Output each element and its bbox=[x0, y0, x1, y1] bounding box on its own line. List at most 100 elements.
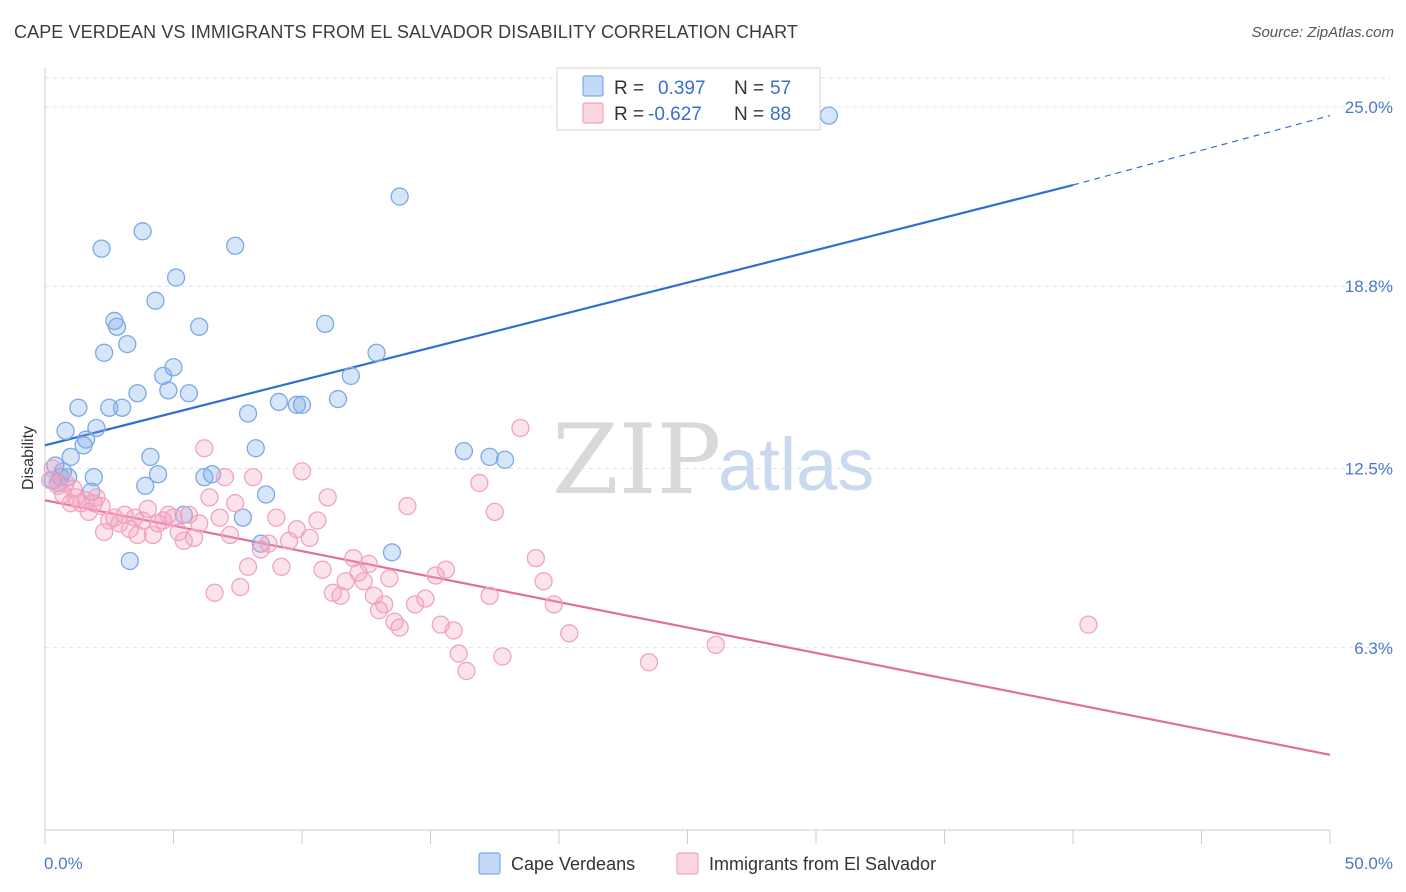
point-series-1-50 bbox=[292, 462, 312, 481]
x-tick-label-0: 0.0% bbox=[44, 854, 83, 873]
point-series-1-79 bbox=[485, 502, 504, 521]
chart-title: CAPE VERDEAN VS IMMIGRANTS FROM EL SALVA… bbox=[14, 22, 799, 42]
point-series-0-54 bbox=[495, 450, 515, 469]
watermark-atlas: atlas bbox=[718, 423, 874, 506]
legend-n-label-1: N = bbox=[734, 104, 764, 125]
point-series-1-14 bbox=[94, 522, 114, 542]
point-series-0-22 bbox=[128, 384, 147, 403]
trend-line-series-0 bbox=[44, 183, 1074, 447]
x-tick-label-1: 50.0% bbox=[1345, 854, 1393, 873]
y-tick-label-2: 18.8% bbox=[1345, 277, 1393, 296]
point-series-1-46 bbox=[267, 508, 286, 527]
point-series-1-61 bbox=[359, 554, 378, 574]
point-series-0-38 bbox=[233, 508, 253, 527]
point-series-0-24 bbox=[136, 476, 155, 495]
point-series-0-44 bbox=[287, 395, 307, 414]
point-series-0-45 bbox=[292, 395, 312, 414]
point-series-1-23 bbox=[138, 499, 157, 519]
point-series-1-42 bbox=[238, 557, 258, 576]
trend-lines bbox=[44, 115, 1331, 756]
point-series-1-40 bbox=[226, 494, 245, 513]
point-series-0-21 bbox=[120, 551, 139, 571]
point-series-0-30 bbox=[164, 358, 183, 377]
point-series-0-23 bbox=[133, 222, 152, 241]
legend-n-value-0: 57 bbox=[770, 78, 791, 99]
point-series-0-33 bbox=[179, 384, 199, 403]
point-series-1-81 bbox=[511, 418, 530, 438]
point-series-1-5 bbox=[61, 494, 80, 513]
point-series-1-34 bbox=[195, 439, 214, 458]
point-series-0-8 bbox=[69, 398, 88, 417]
point-series-0-29 bbox=[159, 381, 178, 400]
bottom-legend-label-el-salvador: Immigrants from El Salvador bbox=[709, 854, 936, 874]
point-series-1-27 bbox=[159, 505, 178, 524]
point-series-0-42 bbox=[256, 485, 276, 504]
point-series-1-33 bbox=[190, 514, 209, 533]
point-series-0-13 bbox=[87, 418, 106, 438]
axes bbox=[44, 68, 1331, 844]
point-series-0-52 bbox=[454, 441, 474, 461]
trend-extension-series-0 bbox=[1072, 115, 1331, 186]
point-series-1-69 bbox=[405, 595, 425, 614]
point-series-0-48 bbox=[341, 366, 360, 386]
point-series-0-31 bbox=[166, 268, 186, 287]
legend-r-value-0: 0.397 bbox=[658, 78, 706, 99]
point-series-1-70 bbox=[416, 589, 435, 608]
point-series-1-12 bbox=[87, 488, 106, 507]
point-series-1-54 bbox=[318, 488, 337, 507]
point-series-0-12 bbox=[84, 467, 103, 487]
point-series-0-47 bbox=[328, 389, 348, 409]
point-series-0-34 bbox=[190, 317, 209, 336]
point-series-1-88 bbox=[1079, 615, 1098, 634]
point-series-0-19 bbox=[112, 398, 132, 417]
point-series-1-22 bbox=[133, 511, 152, 530]
point-series-1-30 bbox=[174, 531, 193, 550]
point-series-0-15 bbox=[94, 343, 114, 362]
point-series-1-47 bbox=[272, 557, 291, 576]
point-series-1-83 bbox=[534, 572, 553, 591]
point-series-0-10 bbox=[76, 430, 96, 449]
point-series-1-1 bbox=[43, 459, 62, 478]
point-series-0-25 bbox=[141, 447, 160, 467]
bottom-legend-swatch-el-salvador bbox=[676, 852, 699, 875]
tick-labels: 6.3% 12.5% 18.8% 25.0% 0.0% 50.0% bbox=[44, 98, 1393, 873]
point-series-1-82 bbox=[526, 548, 546, 568]
point-series-1-45 bbox=[259, 534, 278, 553]
point-series-1-37 bbox=[210, 508, 229, 527]
point-series-1-43 bbox=[244, 467, 263, 487]
legend-box bbox=[556, 67, 821, 131]
point-series-1-76 bbox=[457, 661, 476, 681]
point-series-1-74 bbox=[444, 621, 463, 640]
point-series-0-50 bbox=[382, 543, 402, 562]
legend-r-value-1: -0.627 bbox=[648, 104, 702, 125]
legend-n-label-0: N = bbox=[734, 78, 764, 99]
point-series-1-57 bbox=[336, 572, 355, 591]
point-series-0-40 bbox=[246, 439, 265, 458]
point-series-1-64 bbox=[375, 595, 394, 614]
point-series-0-26 bbox=[146, 291, 165, 310]
y-tick-label-1: 12.5% bbox=[1345, 459, 1393, 478]
point-series-0-46 bbox=[315, 314, 335, 333]
point-series-1-86 bbox=[639, 653, 659, 672]
point-series-0-41 bbox=[251, 534, 271, 553]
y-axis-title: Disability bbox=[20, 426, 37, 490]
point-series-1-77 bbox=[470, 473, 489, 493]
source-label: Source: ZipAtlas.com bbox=[1251, 24, 1394, 41]
point-series-0-51 bbox=[390, 187, 409, 206]
watermark-zip: ZIP bbox=[552, 404, 721, 516]
point-series-1-75 bbox=[449, 644, 468, 663]
point-series-0-18 bbox=[107, 317, 127, 336]
point-series-0-39 bbox=[238, 404, 258, 423]
point-series-1-68 bbox=[398, 496, 417, 516]
point-series-0-27 bbox=[148, 465, 168, 484]
point-series-1-41 bbox=[231, 577, 250, 597]
point-series-1-16 bbox=[105, 508, 124, 527]
point-series-1-87 bbox=[706, 635, 725, 655]
point-series-1-51 bbox=[300, 528, 319, 548]
trend-line-series-1 bbox=[44, 499, 1331, 756]
point-series-1-38 bbox=[215, 467, 235, 487]
point-series-1-63 bbox=[369, 601, 389, 620]
point-series-1-78 bbox=[480, 586, 499, 605]
point-series-1-39 bbox=[220, 525, 240, 545]
